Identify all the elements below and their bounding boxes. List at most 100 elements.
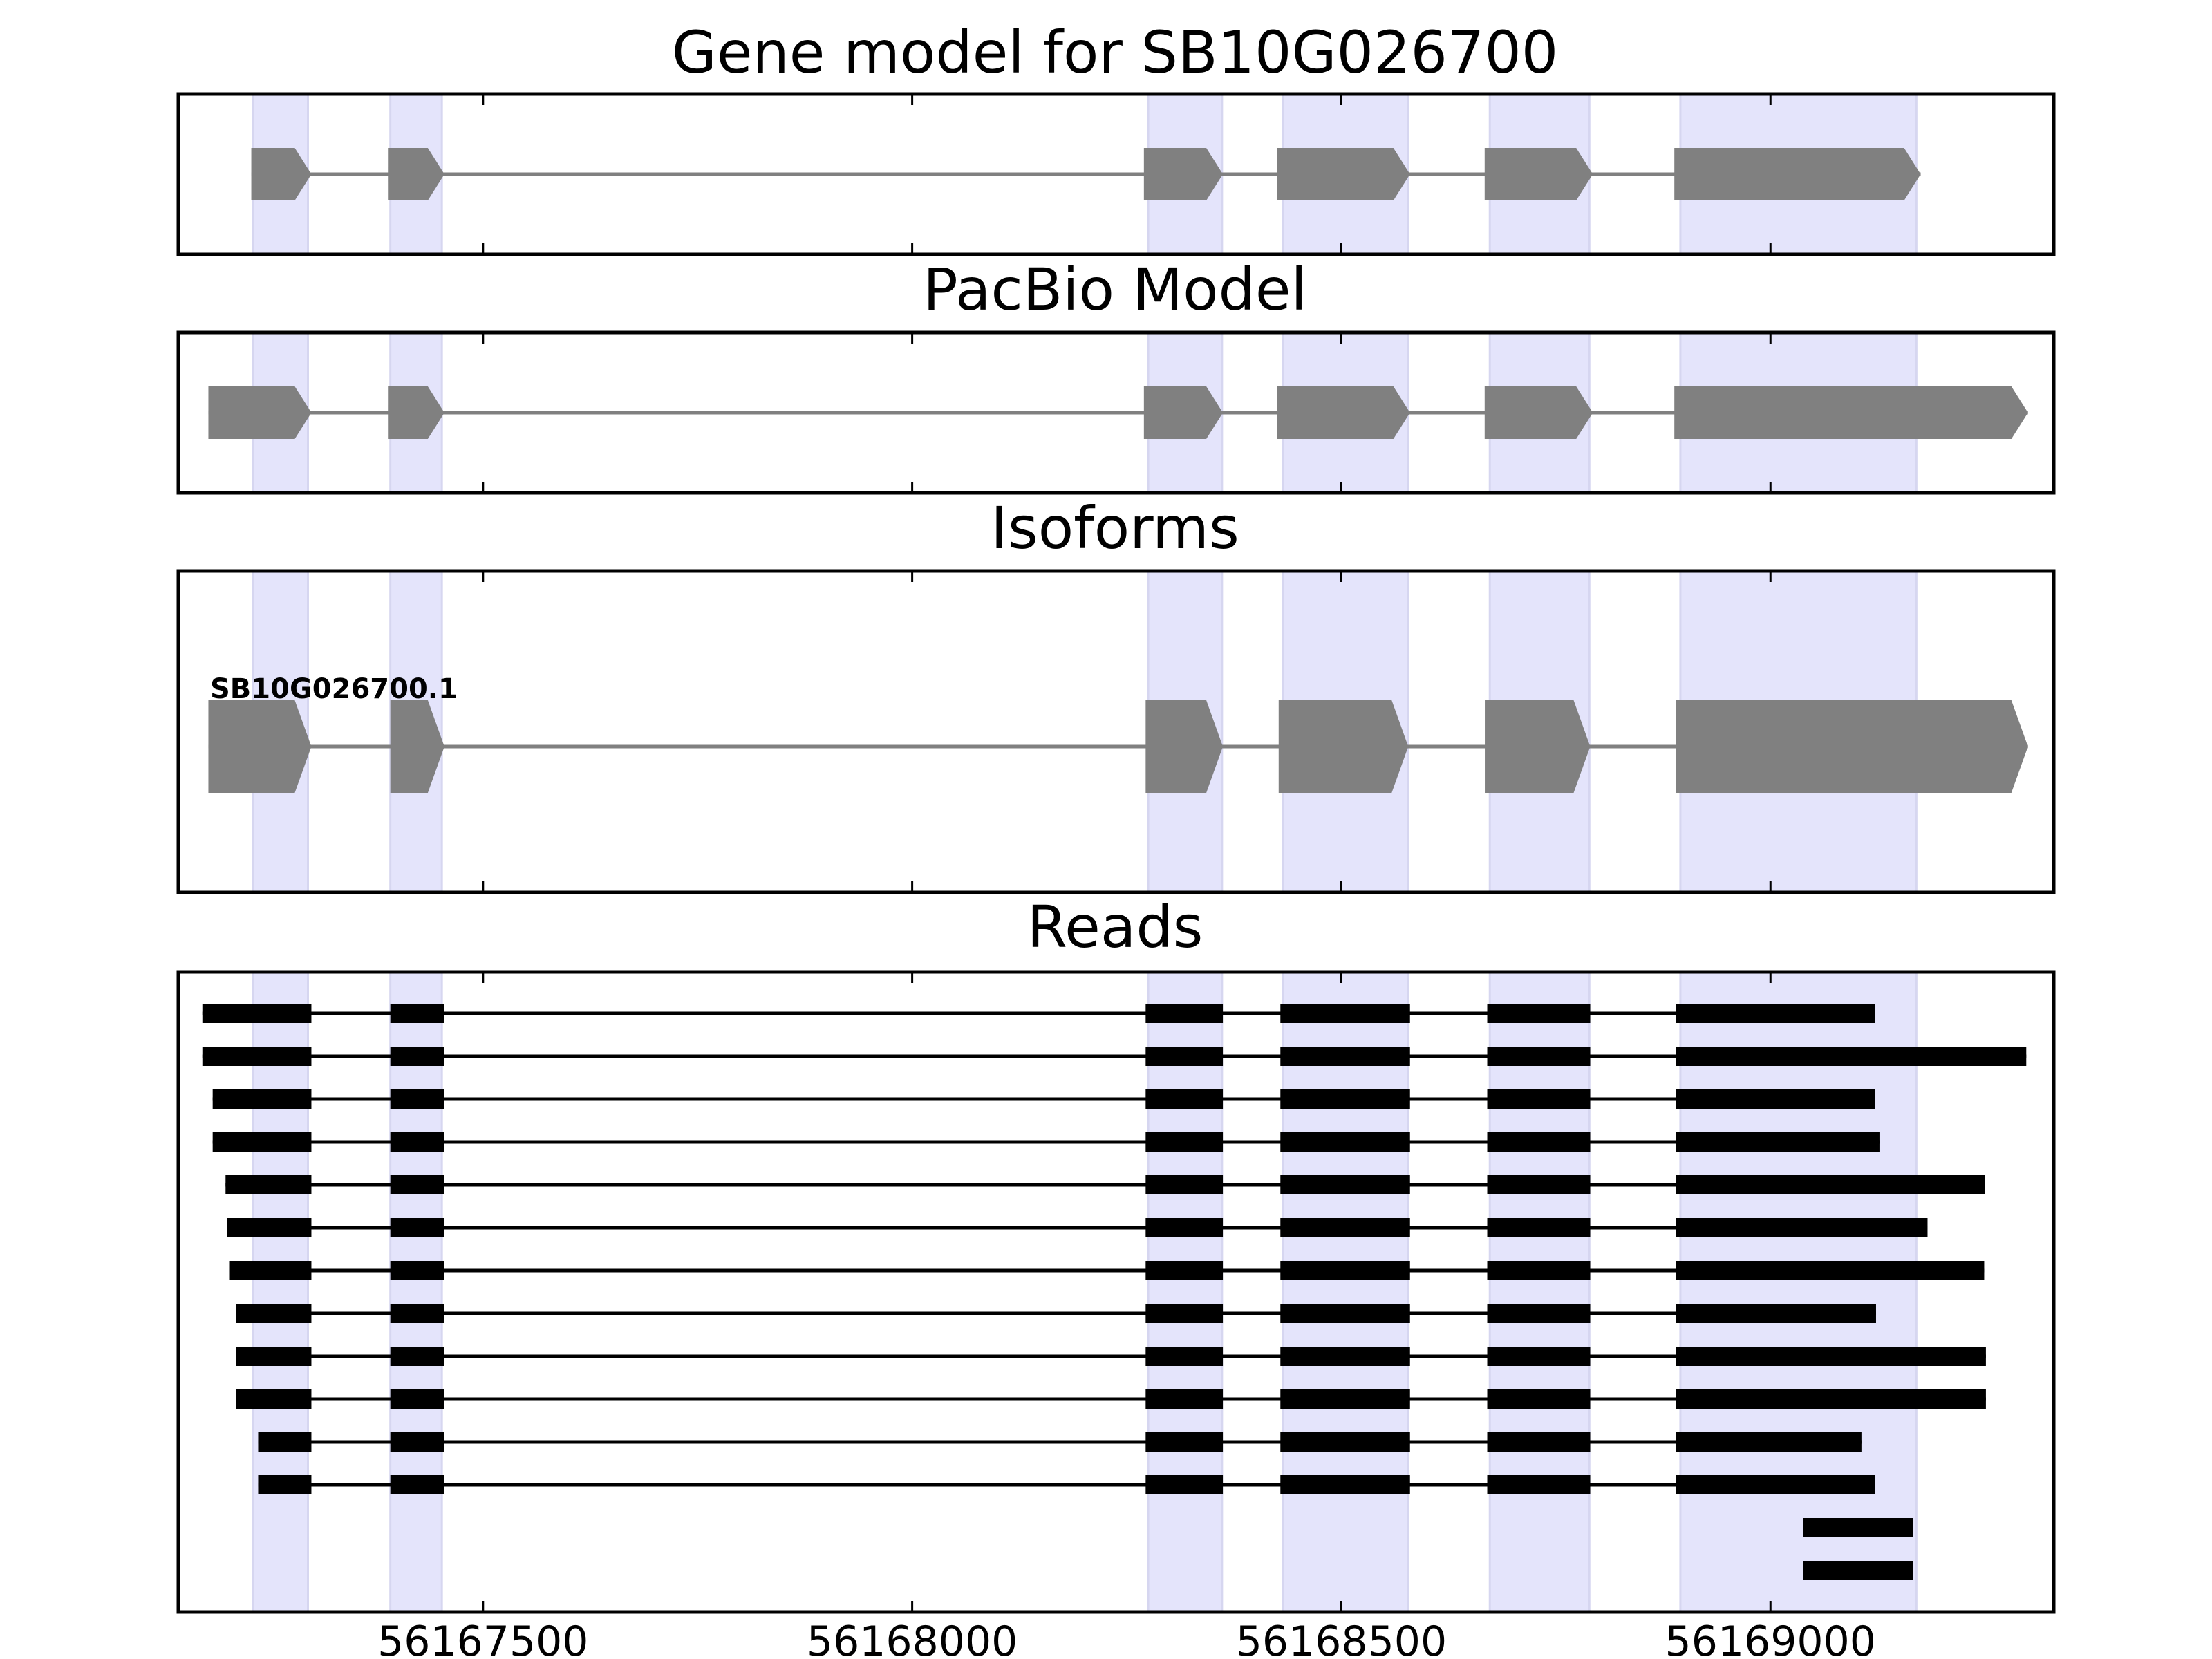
exon-highlight-band — [1282, 971, 1409, 1613]
read-exon-block — [390, 1432, 444, 1452]
read-exon-block — [225, 1175, 312, 1194]
panel-title: PacBio Model — [923, 256, 1307, 324]
read-exon-block — [258, 1475, 312, 1494]
exon-highlight-band — [1488, 971, 1591, 1613]
read-exon-block — [1487, 1475, 1591, 1494]
exon-block — [1674, 386, 2028, 439]
exon-block — [388, 148, 444, 200]
exon-highlight-band — [252, 971, 309, 1613]
plot-frame — [176, 569, 2056, 894]
read-exon-block — [1803, 1518, 1913, 1537]
read-exon-block — [1676, 1175, 1985, 1194]
x-tick-label: 56168000 — [807, 1618, 1018, 1659]
read-exon-block — [1676, 1475, 1875, 1494]
gene-feature-layer — [208, 386, 2028, 439]
read-exon-block — [236, 1347, 312, 1366]
gene-feature-layer — [251, 148, 1921, 200]
exon-block — [1143, 386, 1224, 439]
read-exon-block — [390, 1304, 444, 1323]
panel-title: Gene model for SB10G026700 — [672, 19, 1558, 86]
exon-highlight-band — [1679, 971, 1918, 1613]
x-tick-label: 56168500 — [1236, 1618, 1447, 1659]
read-exon-block — [390, 1089, 444, 1109]
read-exon-block — [1676, 1047, 2027, 1066]
read-exon-block — [1280, 1432, 1410, 1452]
exon-block — [1484, 148, 1593, 200]
read-exon-block — [1676, 1218, 1928, 1237]
read-exon-block — [1145, 1389, 1224, 1409]
read-exon-block — [390, 1389, 444, 1409]
panel-reads: Reads — [176, 893, 2056, 1614]
exon-highlight-layer — [252, 971, 1918, 1613]
read-exon-block — [1280, 1175, 1410, 1194]
read-exon-block — [390, 1175, 444, 1194]
read-exon-block — [390, 1475, 444, 1494]
read-exon-block — [1145, 1347, 1224, 1366]
read-exon-block — [1145, 1004, 1224, 1023]
read-exon-block — [1487, 1347, 1591, 1366]
tick-mark-layer — [482, 332, 1772, 493]
tick-mark-layer — [482, 571, 1772, 892]
exon-block — [208, 386, 312, 439]
read-exon-block — [1487, 1132, 1591, 1152]
read-exon-block — [1487, 1175, 1591, 1194]
read-exon-block — [1487, 1432, 1591, 1452]
exon-highlight-band — [1147, 971, 1224, 1613]
panel-pacbio-model: PacBio Model — [176, 256, 2056, 495]
read-exon-block — [212, 1089, 312, 1109]
read-exon-block — [390, 1347, 444, 1366]
read-exon-block — [1145, 1089, 1224, 1109]
read-exon-block — [1487, 1218, 1591, 1237]
read-exon-block — [1280, 1347, 1410, 1366]
exon-block — [1676, 700, 2028, 793]
read-exon-block — [1676, 1347, 1986, 1366]
read-exon-block — [202, 1047, 312, 1066]
panel-isoforms: Isoforms SB10G026700.1 — [176, 494, 2056, 894]
plot-frame — [176, 330, 2056, 495]
exon-highlight-layer — [252, 570, 1918, 894]
read-exon-block — [1487, 1004, 1591, 1023]
panel-title: Isoforms — [991, 494, 1239, 562]
exon-block — [1674, 148, 1921, 200]
exon-block — [1277, 148, 1410, 200]
exon-highlight-band — [389, 971, 443, 1613]
read-exon-block — [236, 1304, 312, 1323]
read-exon-block — [390, 1218, 444, 1237]
read-exon-block — [1280, 1004, 1410, 1023]
plot-frame — [176, 970, 2056, 1614]
read-exon-block — [1676, 1432, 1862, 1452]
panel-gene-model: Gene model for SB10G026700 — [176, 19, 2056, 256]
read-exon-block — [212, 1132, 312, 1152]
gene-feature-layer — [208, 700, 2028, 793]
x-tick-label: 56169000 — [1665, 1618, 1876, 1659]
read-exon-block — [1145, 1047, 1224, 1066]
exon-block — [388, 386, 444, 439]
read-exon-block — [1676, 1089, 1875, 1109]
read-exon-block — [229, 1261, 312, 1280]
read-exon-block — [1145, 1132, 1224, 1152]
read-exon-block — [1145, 1175, 1224, 1194]
read-exon-block — [1280, 1132, 1410, 1152]
exon-block — [390, 700, 444, 793]
exon-block — [1145, 700, 1224, 793]
read-exon-block — [1280, 1047, 1410, 1066]
read-exon-block — [258, 1432, 312, 1452]
read-exon-block — [1487, 1089, 1591, 1109]
read-exon-block — [1280, 1261, 1410, 1280]
exon-block — [1143, 148, 1224, 200]
read-exon-block — [227, 1218, 312, 1237]
read-exon-block — [1487, 1047, 1591, 1066]
read-exon-block — [390, 1261, 444, 1280]
read-feature-layer — [202, 1004, 2027, 1580]
read-exon-block — [1145, 1304, 1224, 1323]
read-exon-block — [1280, 1389, 1410, 1409]
isoform-label: SB10G026700.1 — [210, 673, 458, 705]
exon-block — [208, 700, 312, 793]
read-exon-block — [1145, 1261, 1224, 1280]
read-exon-block — [1280, 1304, 1410, 1323]
x-axis-tick-labels: 56167500 56168000 56168500 56169000 — [377, 1618, 1876, 1659]
exon-block — [1484, 386, 1593, 439]
tick-mark-layer — [482, 972, 1772, 1612]
read-exon-block — [1676, 1304, 1876, 1323]
